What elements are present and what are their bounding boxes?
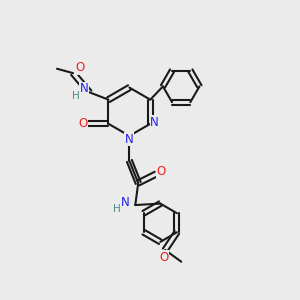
Text: N: N <box>125 133 134 146</box>
Text: H: H <box>72 91 80 101</box>
Text: H: H <box>113 205 121 214</box>
Text: O: O <box>159 251 168 264</box>
Text: N: N <box>150 116 159 129</box>
Text: N: N <box>80 82 88 95</box>
Text: O: O <box>157 165 166 178</box>
Text: O: O <box>75 61 84 74</box>
Text: N: N <box>121 196 129 208</box>
Text: O: O <box>78 117 87 130</box>
